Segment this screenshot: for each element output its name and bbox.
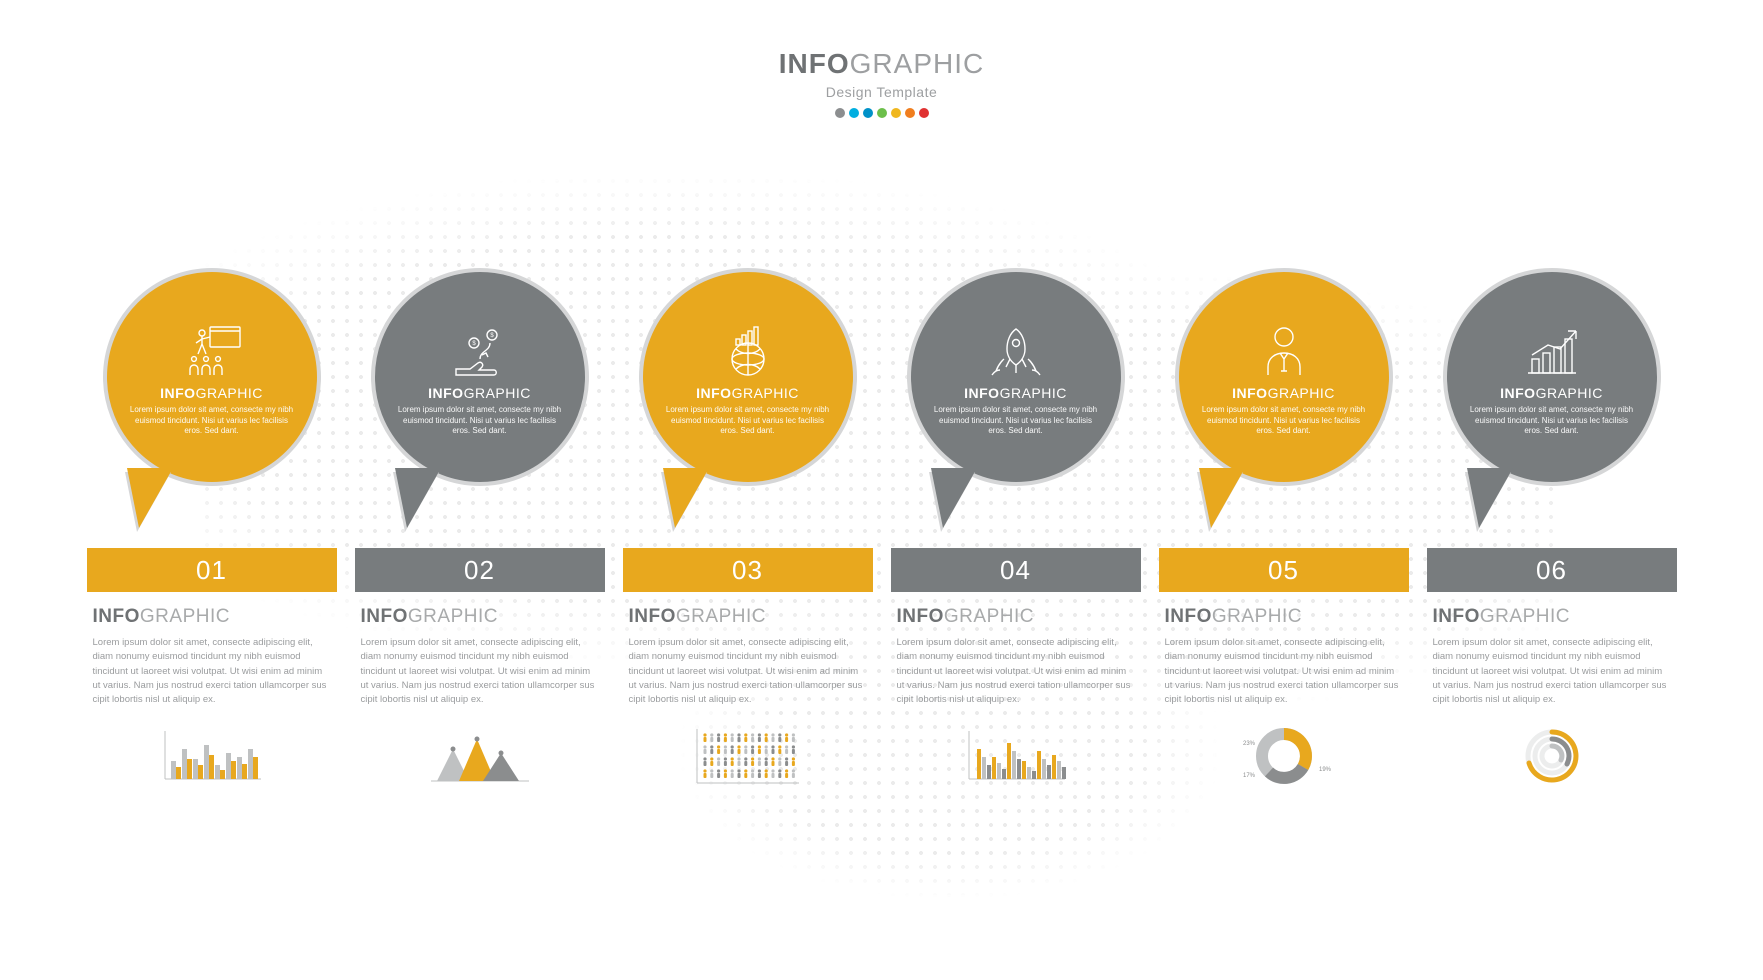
svg-text:19%: 19% <box>1319 767 1332 773</box>
step-title: INFOGRAPHIC <box>93 606 331 628</box>
rocket-launch-icon <box>986 325 1046 377</box>
step-06: INFOGRAPHIC Lorem ipsum dolor sit amet, … <box>1427 268 1677 787</box>
palette-dots <box>0 108 1763 118</box>
step-body: Lorem ipsum dolor sit amet, consecte adi… <box>93 636 331 707</box>
mini-chart-radial <box>1497 725 1607 787</box>
pin-tail <box>663 468 709 528</box>
number-bar: 02 <box>355 548 605 592</box>
step-01: INFOGRAPHIC Lorem ipsum dolor sit amet, … <box>87 268 337 787</box>
page-title: INFOGRAPHIC <box>0 48 1763 80</box>
mini-chart-mountain <box>425 725 535 787</box>
pin: $$ INFOGRAPHIC Lorem ipsum dolor sit ame… <box>365 268 595 548</box>
pin-circle: INFOGRAPHIC Lorem ipsum dolor sit amet, … <box>907 268 1125 486</box>
pin-title: INFOGRAPHIC <box>1232 385 1335 401</box>
pin-body: Lorem ipsum dolor sit amet, consecte my … <box>127 405 297 437</box>
mini-chart-people <box>693 725 803 787</box>
step-body: Lorem ipsum dolor sit amet, consecte adi… <box>629 636 867 707</box>
pin-title: INFOGRAPHIC <box>428 385 531 401</box>
pin: INFOGRAPHIC Lorem ipsum dolor sit amet, … <box>901 268 1131 548</box>
pin-body: Lorem ipsum dolor sit amet, consecte my … <box>663 405 833 437</box>
mini-chart-bars <box>157 725 267 787</box>
pin-circle: INFOGRAPHIC Lorem ipsum dolor sit amet, … <box>1175 268 1393 486</box>
step-02: $$ INFOGRAPHIC Lorem ipsum dolor sit ame… <box>355 268 605 787</box>
number-bar: 04 <box>891 548 1141 592</box>
pin: INFOGRAPHIC Lorem ipsum dolor sit amet, … <box>1169 268 1399 548</box>
title-bold: INFO <box>779 48 850 79</box>
step-body: Lorem ipsum dolor sit amet, consecte adi… <box>897 636 1135 707</box>
pin-circle: $$ INFOGRAPHIC Lorem ipsum dolor sit ame… <box>371 268 589 486</box>
step-description: INFOGRAPHIC Lorem ipsum dolor sit amet, … <box>1427 592 1677 707</box>
palette-dot <box>863 108 873 118</box>
step-title: INFOGRAPHIC <box>629 606 867 628</box>
pin-tail <box>1467 468 1513 528</box>
pin-tail <box>127 468 173 528</box>
pin-title: INFOGRAPHIC <box>160 385 263 401</box>
palette-dot <box>891 108 901 118</box>
pin-body: Lorem ipsum dolor sit amet, consecte my … <box>395 405 565 437</box>
palette-dot <box>835 108 845 118</box>
pin-circle: INFOGRAPHIC Lorem ipsum dolor sit amet, … <box>639 268 857 486</box>
step-title: INFOGRAPHIC <box>897 606 1135 628</box>
palette-dot <box>905 108 915 118</box>
pin-circle: INFOGRAPHIC Lorem ipsum dolor sit amet, … <box>103 268 321 486</box>
pin-tail <box>1199 468 1245 528</box>
pin: INFOGRAPHIC Lorem ipsum dolor sit amet, … <box>633 268 863 548</box>
step-description: INFOGRAPHIC Lorem ipsum dolor sit amet, … <box>891 592 1141 707</box>
number-bar: 05 <box>1159 548 1409 592</box>
step-03: INFOGRAPHIC Lorem ipsum dolor sit amet, … <box>623 268 873 787</box>
businessman-icon <box>1254 325 1314 377</box>
pin-body: Lorem ipsum dolor sit amet, consecte my … <box>1199 405 1369 437</box>
presentation-icon <box>182 325 242 377</box>
svg-text:$: $ <box>490 333 494 339</box>
step-title: INFOGRAPHIC <box>1165 606 1403 628</box>
pin-tail <box>395 468 441 528</box>
svg-text:$: $ <box>472 341 476 347</box>
step-description: INFOGRAPHIC Lorem ipsum dolor sit amet, … <box>87 592 337 707</box>
pin: INFOGRAPHIC Lorem ipsum dolor sit amet, … <box>1437 268 1667 548</box>
number-bar: 01 <box>87 548 337 592</box>
palette-dot <box>849 108 859 118</box>
step-title: INFOGRAPHIC <box>361 606 599 628</box>
globe-chart-icon <box>718 325 778 377</box>
palette-dot <box>919 108 929 118</box>
number-bar: 06 <box>1427 548 1677 592</box>
pin-body: Lorem ipsum dolor sit amet, consecte my … <box>1467 405 1637 437</box>
step-body: Lorem ipsum dolor sit amet, consecte adi… <box>361 636 599 707</box>
pin-circle: INFOGRAPHIC Lorem ipsum dolor sit amet, … <box>1443 268 1661 486</box>
page-header: INFOGRAPHIC Design Template <box>0 0 1763 118</box>
pin-title: INFOGRAPHIC <box>964 385 1067 401</box>
step-body: Lorem ipsum dolor sit amet, consecte adi… <box>1165 636 1403 707</box>
step-description: INFOGRAPHIC Lorem ipsum dolor sit amet, … <box>355 592 605 707</box>
step-05: INFOGRAPHIC Lorem ipsum dolor sit amet, … <box>1159 268 1409 787</box>
pin-tail <box>931 468 977 528</box>
palette-dot <box>877 108 887 118</box>
steps-row: INFOGRAPHIC Lorem ipsum dolor sit amet, … <box>0 118 1763 787</box>
number-bar: 03 <box>623 548 873 592</box>
pin-title: INFOGRAPHIC <box>696 385 799 401</box>
page-subtitle: Design Template <box>0 84 1763 100</box>
svg-text:23%: 23% <box>1243 741 1256 747</box>
title-thin: GRAPHIC <box>850 48 985 79</box>
mini-chart-bars2 <box>961 725 1071 787</box>
svg-text:17%: 17% <box>1243 773 1256 779</box>
pin-body: Lorem ipsum dolor sit amet, consecte my … <box>931 405 1101 437</box>
step-title: INFOGRAPHIC <box>1433 606 1671 628</box>
mini-chart-donut: 23% 19% 17% <box>1229 725 1339 787</box>
growth-hand-icon: $$ <box>450 325 510 377</box>
pin: INFOGRAPHIC Lorem ipsum dolor sit amet, … <box>97 268 327 548</box>
step-body: Lorem ipsum dolor sit amet, consecte adi… <box>1433 636 1671 707</box>
step-04: INFOGRAPHIC Lorem ipsum dolor sit amet, … <box>891 268 1141 787</box>
pin-title: INFOGRAPHIC <box>1500 385 1603 401</box>
step-description: INFOGRAPHIC Lorem ipsum dolor sit amet, … <box>1159 592 1409 707</box>
step-description: INFOGRAPHIC Lorem ipsum dolor sit amet, … <box>623 592 873 707</box>
growth-chart-icon <box>1522 325 1582 377</box>
